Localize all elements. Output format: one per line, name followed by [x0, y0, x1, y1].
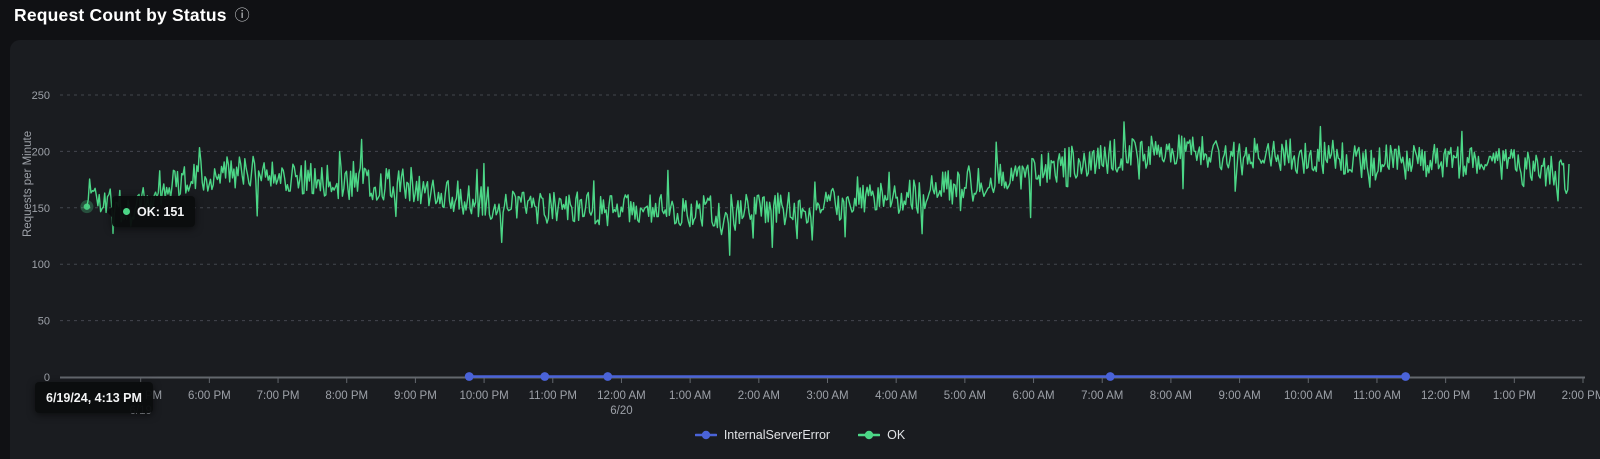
- chart-panel: [10, 40, 1600, 459]
- x-tick-label: 1:00 AM: [669, 390, 711, 402]
- y-tick-label-200: 200: [32, 146, 50, 158]
- x-tick-label: 10:00 AM: [1284, 390, 1333, 402]
- x-tick-label: 6:00 AM: [1012, 390, 1054, 402]
- y-tick-label-0: 0: [44, 372, 50, 384]
- x-tick-label: 3:00 AM: [806, 390, 848, 402]
- y-tick-label-100: 100: [32, 259, 50, 271]
- x-tick-label: 2:00 PM: [1562, 390, 1600, 402]
- legend-marker-icon: [694, 430, 717, 440]
- legend-marker-icon: [858, 430, 881, 440]
- x-tick-label: 8:00 PM: [325, 390, 368, 402]
- x-tick-label: 1:00 PM: [1493, 390, 1536, 402]
- tooltip-series-dot: [123, 208, 130, 215]
- x-tick-label: 5:00 AM: [944, 390, 986, 402]
- series-internalservererror-marker[interactable]: [1105, 372, 1115, 381]
- x-tick-label: 12:00 AM: [597, 390, 646, 402]
- x-tick-label: 11:00 PM: [529, 390, 577, 402]
- chart-legend: InternalServerError OK: [0, 428, 1600, 442]
- x-tick-label: 8:00 AM: [1150, 390, 1192, 402]
- legend-label: InternalServerError: [723, 428, 831, 442]
- series-internalservererror-marker[interactable]: [540, 372, 550, 381]
- x-tick-label: 12:00 PM: [1421, 390, 1470, 402]
- x-tick-sublabel: 6/20: [610, 405, 632, 417]
- tooltip-value-label: OK: 151: [137, 204, 185, 219]
- x-tick-label: 9:00 PM: [394, 390, 437, 402]
- series-internalservererror-marker[interactable]: [603, 372, 613, 381]
- tooltip-arrow: [107, 206, 112, 217]
- hover-point: [83, 203, 91, 210]
- x-tick-label: 7:00 AM: [1081, 390, 1123, 402]
- page-title: Request Count by Status: [14, 5, 227, 25]
- series-internalservererror-marker[interactable]: [1401, 372, 1410, 381]
- x-tick-label: 2:00 AM: [738, 390, 780, 402]
- tooltip-time-label: 6/19/24, 4:13 PM: [46, 390, 142, 405]
- x-tick-label: 10:00 PM: [459, 390, 508, 402]
- series-internalservererror-marker[interactable]: [464, 372, 474, 381]
- x-tick-label: 7:00 PM: [257, 390, 300, 402]
- legend-label: OK: [887, 428, 906, 442]
- y-tick-label-250: 250: [32, 90, 50, 102]
- y-axis-title: Requests per Minute: [22, 131, 34, 237]
- y-tick-label-50: 50: [38, 316, 50, 328]
- legend-item-ok[interactable]: OK: [858, 428, 905, 442]
- x-tick-label: 9:00 AM: [1218, 390, 1260, 402]
- series-ok-line[interactable]: [86, 121, 1570, 256]
- hover-tooltip-timestamp: 6/19/24, 4:13 PM: [35, 382, 153, 413]
- x-tick-label: 6:00 PM: [188, 390, 231, 402]
- info-icon[interactable]: ⓘ: [234, 7, 250, 24]
- hover-tooltip-value: OK: 151: [107, 196, 196, 227]
- x-tick-label: 4:00 AM: [875, 390, 917, 402]
- chart-header: Request Count by Status ⓘ: [14, 5, 250, 26]
- x-tick-label: 11:00 AM: [1353, 390, 1401, 402]
- legend-item-internalservererror[interactable]: InternalServerError: [694, 428, 831, 442]
- y-tick-label-150: 150: [32, 203, 50, 215]
